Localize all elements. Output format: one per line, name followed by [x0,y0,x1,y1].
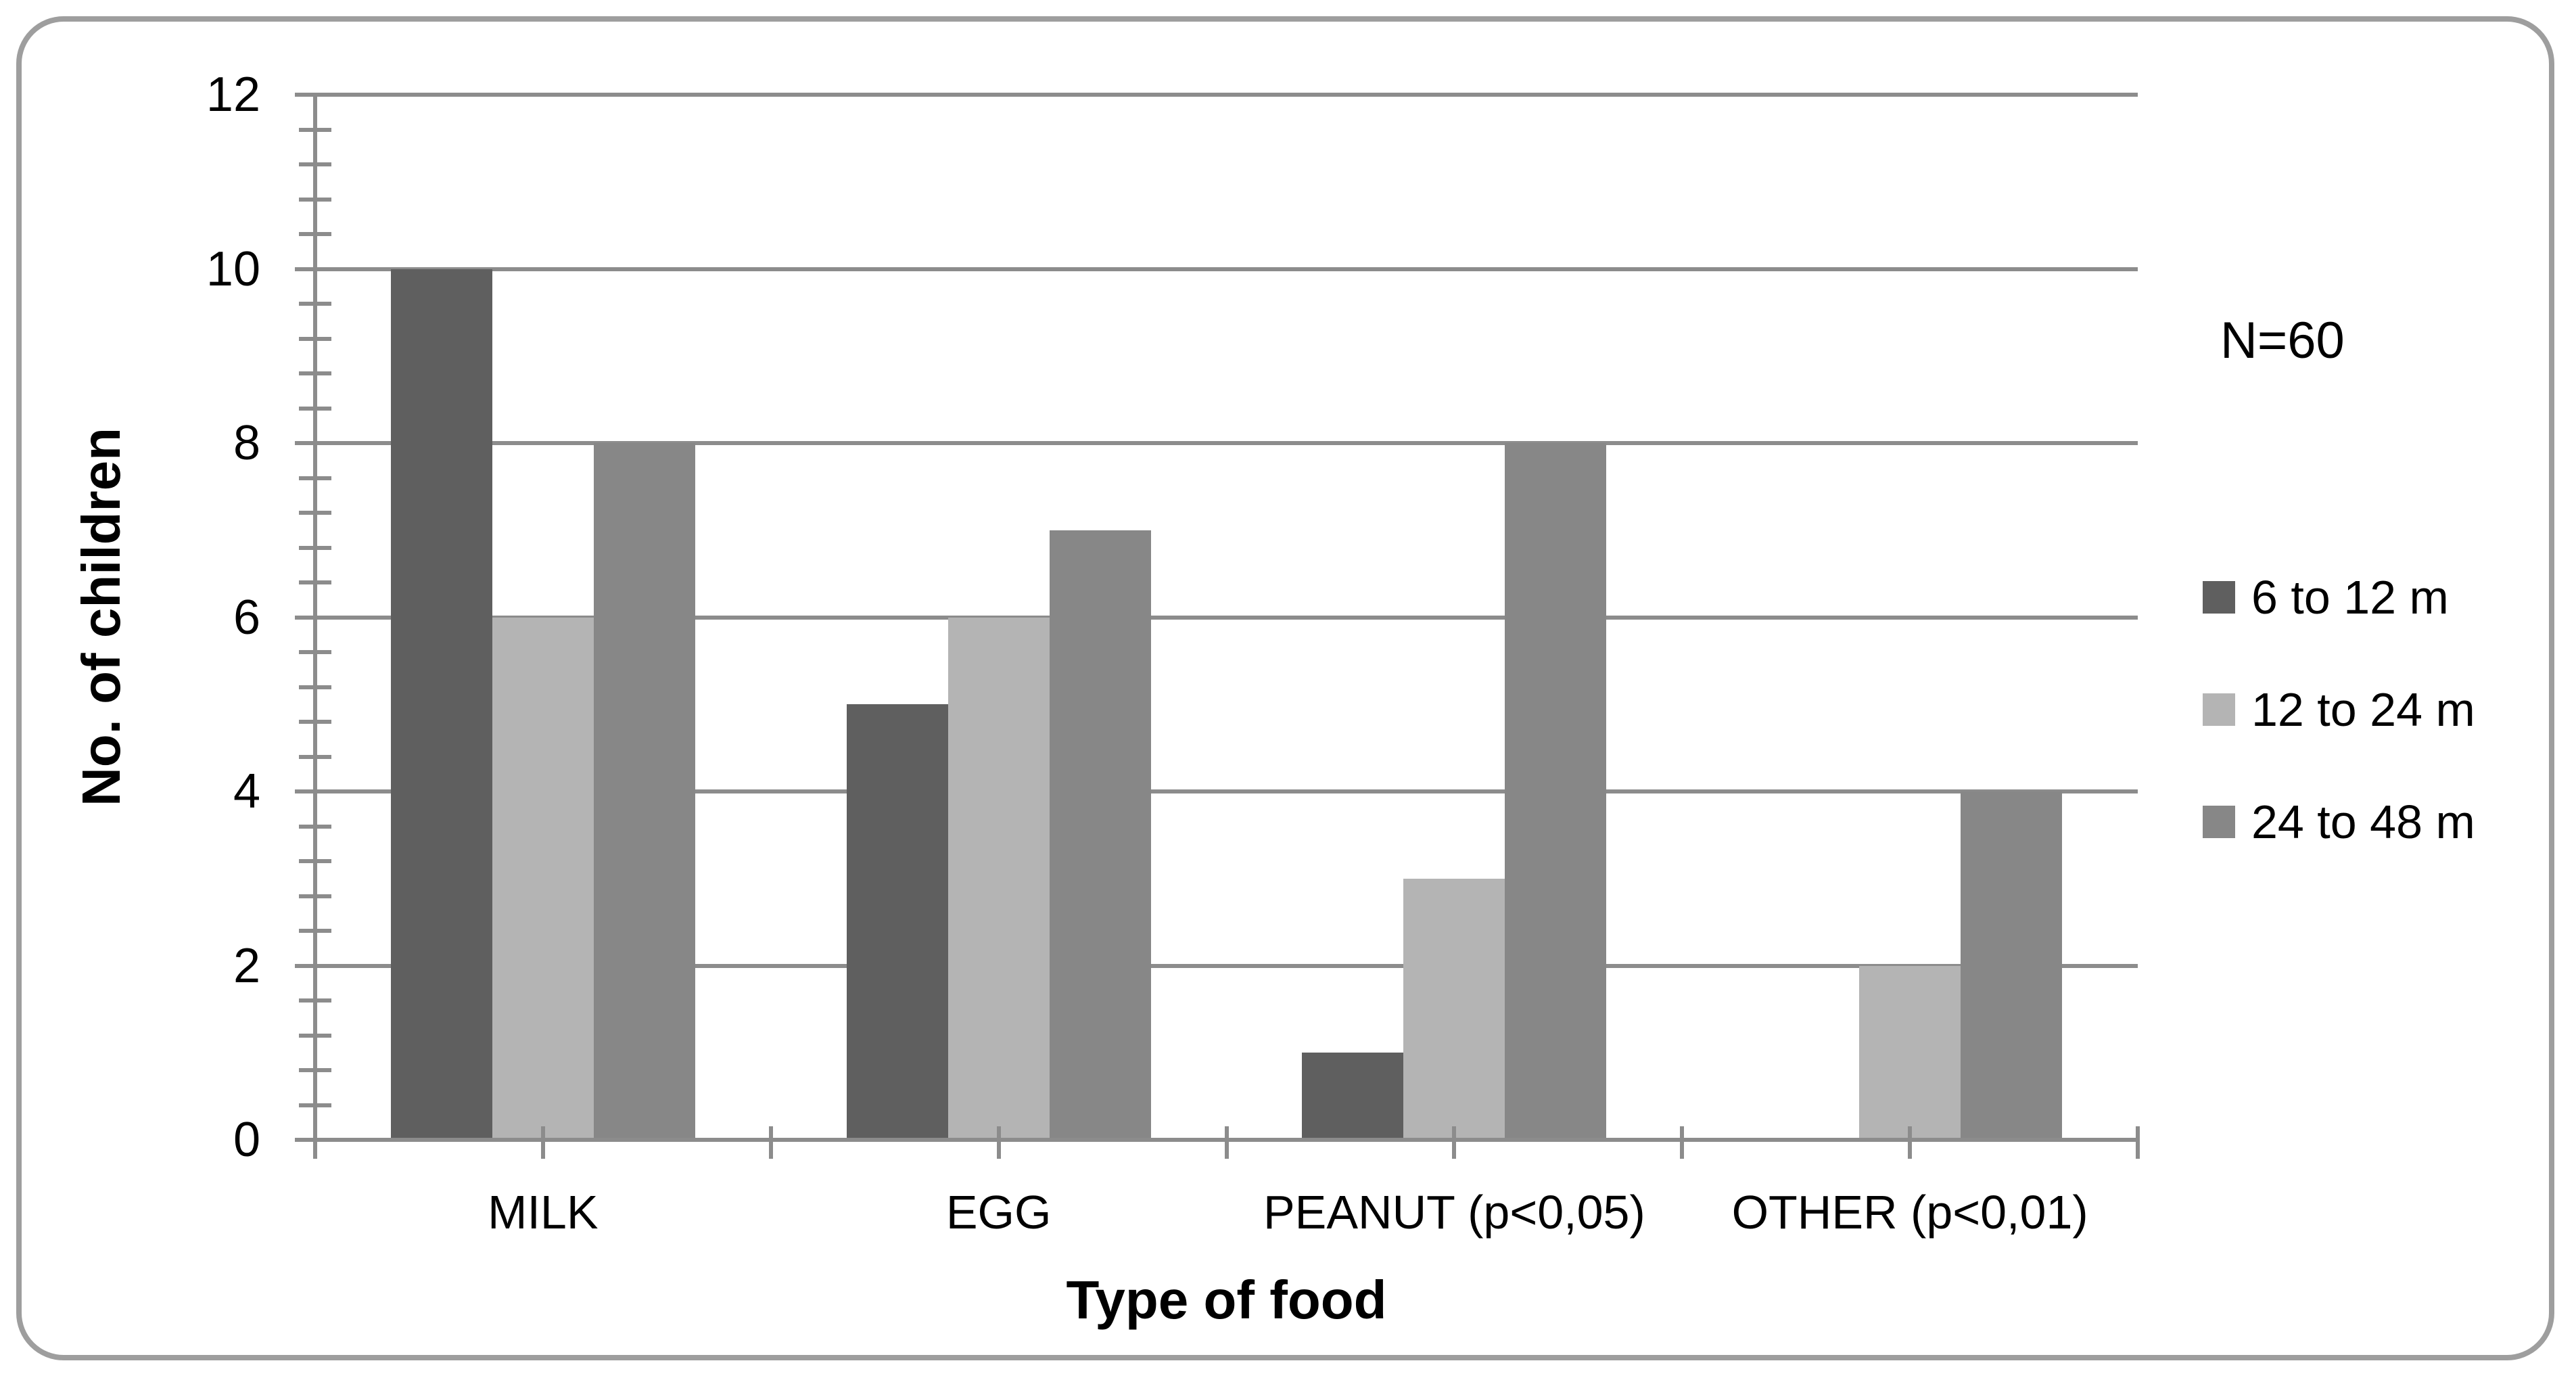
legend-swatch-icon [2203,693,2235,726]
legend-swatch-icon [2203,581,2235,614]
x-tick [313,1126,317,1159]
y-major-tick-10 [295,267,315,271]
gridline-12 [315,93,2138,97]
bar-group [846,95,1151,1140]
gridline-8 [315,441,2138,446]
y-major-tick-0 [295,1138,315,1142]
bar-12-to-24-m [1403,878,1505,1140]
y-tick-label: 8 [233,416,260,471]
bar-24-to-48-m [1961,791,2063,1140]
bar-group [1758,95,2063,1140]
gridline-4 [315,789,2138,794]
figure-border [16,16,2554,1360]
category-slot-1 [315,95,771,1140]
gridline-10 [315,267,2138,271]
bar-12-to-24-m [947,617,1050,1140]
legend-label: 6 to 12 m [2251,571,2449,624]
y-tick-label: 12 [206,68,260,122]
bar-group [1302,95,1607,1140]
bar-24-to-48-m [1049,530,1151,1140]
legend-item: 24 to 48 m [2203,798,2475,846]
y-tick-label: 6 [233,590,260,645]
bar-24-to-48-m [1505,443,1607,1140]
bar-6-to-12-m [1302,1053,1404,1140]
x-axis-category-labels: MILK EGG PEANUT (p<0,05) OTHER (p<0,01) [315,1185,2138,1246]
legend-swatch-icon [2203,806,2235,838]
category-slot-3 [1227,95,1683,1140]
bar-group [390,95,695,1140]
y-major-tick-6 [295,615,315,620]
gridline-6 [315,615,2138,620]
legend-label: 12 to 24 m [2251,683,2475,736]
category-label: MILK [488,1186,599,1239]
x-tick [2136,1126,2140,1159]
y-major-tick-12 [295,93,315,97]
category-slot-2 [771,95,1227,1140]
y-axis-line [313,95,317,1140]
y-tick-label: 4 [233,764,260,819]
bar-12-to-24-m [492,617,594,1140]
category-label: EGG [945,1186,1052,1239]
legend: 6 to 12 m 12 to 24 m 24 to 48 m [2203,573,2475,846]
y-major-tick-8 [295,441,315,446]
y-axis-tick-labels: 0 2 4 6 8 10 12 [125,70,260,1164]
y-major-tick-2 [295,963,315,968]
legend-label: 24 to 48 m [2251,796,2475,848]
bar-24-to-48-m [593,443,695,1140]
gridline-2 [315,963,2138,968]
bar-6-to-12-m [846,704,948,1140]
legend-item: 6 to 12 m [2203,573,2475,622]
category-label: OTHER (p<0,01) [1731,1186,2088,1239]
x-tick [1908,1126,1913,1159]
bar-12-to-24-m [1859,965,1961,1140]
x-tick [996,1126,1001,1159]
category-slot-4 [1682,95,2138,1140]
plot-area [295,93,2140,1159]
category-label: PEANUT (p<0,05) [1263,1186,1645,1239]
y-axis-title: No. of children [71,428,131,806]
legend-item: 12 to 24 m [2203,685,2475,734]
y-major-tick-4 [295,789,315,794]
y-tick-label: 0 [233,1113,260,1167]
x-axis-line [315,1138,2138,1142]
x-tick [1224,1126,1229,1159]
x-axis-title: Type of food [1066,1270,1387,1330]
x-tick [1680,1126,1685,1159]
y-tick-label: 10 [206,241,260,296]
x-tick [540,1126,545,1159]
x-tick [768,1126,773,1159]
y-tick-label: 2 [233,938,260,993]
x-tick [1452,1126,1457,1159]
sample-size-annotation: N=60 [2220,312,2345,369]
bar-6-to-12-m [390,269,492,1140]
